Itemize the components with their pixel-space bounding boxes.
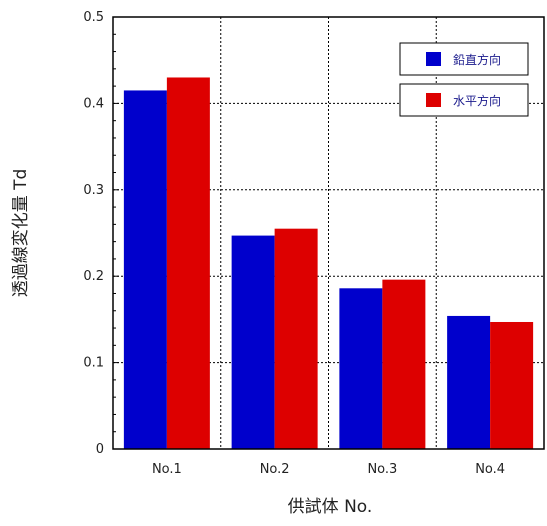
y-tick-label: 0.1 — [83, 356, 104, 371]
bar-No4-horizontal — [490, 321, 534, 449]
x-tick-label: No.1 — [152, 462, 182, 477]
legend-label: 鉛直方向 — [453, 52, 501, 67]
legend-swatch — [426, 93, 441, 107]
y-axis-ticks: 0 0.1 0.2 0.3 0.4 0.5 — [83, 10, 119, 457]
y-tick-label: 0.5 — [83, 10, 104, 25]
bar-No1-horizontal — [166, 77, 210, 449]
y-axis-title: 透過線変化量 Td — [11, 169, 31, 298]
bars — [123, 77, 534, 449]
plot-frame — [112, 16, 545, 450]
x-axis-ticks: No.1 No.2 No.3 No.4 — [152, 462, 505, 477]
y-tick-label: 0.2 — [83, 269, 104, 284]
x-tick-label: No.2 — [260, 462, 290, 477]
x-axis-title: 供試体 No. — [288, 497, 373, 517]
bar-No2-horizontal — [274, 228, 318, 449]
bar-No3-horizontal — [382, 279, 426, 449]
bar-No1-vertical — [123, 90, 167, 449]
x-tick-label: No.4 — [475, 462, 505, 477]
legend-label: 水平方向 — [453, 93, 501, 108]
legend-box — [399, 83, 529, 117]
legend-box — [399, 42, 529, 76]
y-tick-label: 0.3 — [83, 183, 104, 198]
y-tick-label: 0 — [96, 442, 104, 457]
bar-No2-vertical — [231, 235, 275, 449]
x-tick-label: No.3 — [367, 462, 397, 477]
legend-swatch — [426, 52, 441, 66]
y-tick-label: 0.4 — [83, 96, 104, 111]
bar-No3-vertical — [339, 288, 383, 449]
bar-No4-vertical — [447, 315, 491, 449]
